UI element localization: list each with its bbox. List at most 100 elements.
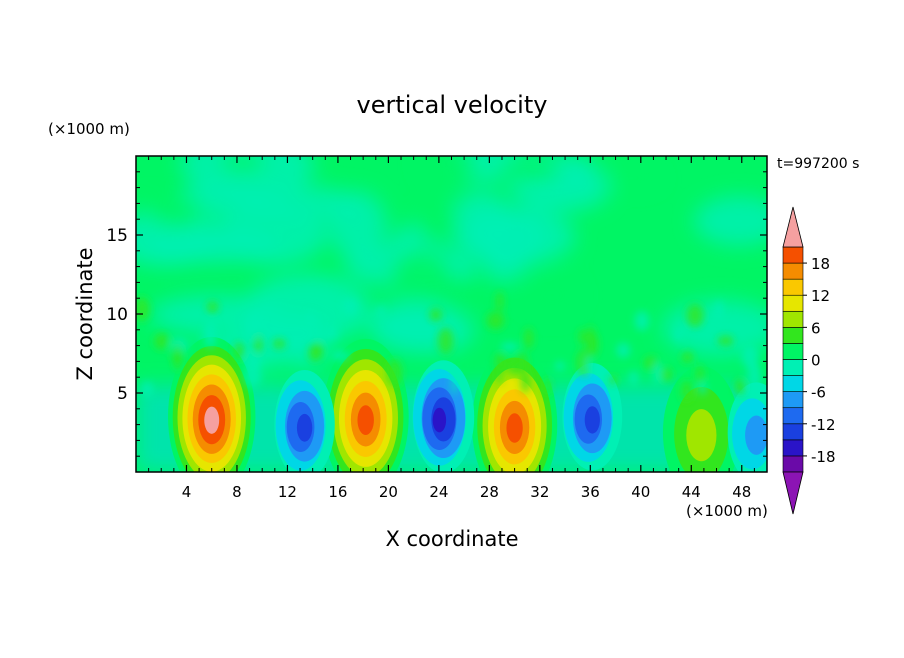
texture-spot (578, 329, 587, 345)
texture-spot (204, 321, 217, 348)
x-tick-label: 28 (480, 483, 499, 501)
background-patch (242, 274, 371, 345)
texture-spot (437, 327, 454, 354)
y-tick-label: 5 (117, 384, 128, 404)
background-patch (476, 208, 535, 281)
texture-spot (680, 380, 693, 402)
texture-spot (585, 355, 593, 373)
texture-spot (714, 300, 724, 319)
colorbar-swatch (782, 423, 804, 441)
background-patch (219, 156, 265, 173)
texture-spot (324, 327, 338, 340)
colorbar-tick-label: 6 (811, 319, 821, 337)
texture-spot (313, 341, 323, 360)
y-tick-label: 10 (106, 305, 128, 325)
texture-spot (634, 311, 650, 331)
colorbar-swatch (782, 343, 804, 360)
background-patch (390, 250, 451, 299)
contour-level (432, 407, 447, 433)
colorbar-swatch (782, 375, 804, 392)
texture-spot (496, 291, 504, 312)
texture-spot (652, 361, 663, 385)
colorbar: 18 12 6 0 -6 -12 -18 (782, 206, 836, 515)
x-tick-label: 44 (682, 483, 701, 501)
texture-spot (451, 369, 458, 395)
texture-spot (660, 367, 672, 382)
x-tick-label: 48 (732, 483, 751, 501)
texture-spot (331, 350, 349, 361)
colorbar-swatch (782, 262, 804, 280)
colorbar-under-triangle (782, 471, 804, 515)
x-tick-label: 20 (379, 483, 398, 501)
x-tick-label: 32 (530, 483, 549, 501)
x-tick-label: 16 (328, 483, 347, 501)
texture-spot (524, 327, 534, 349)
x-tick-label: 40 (631, 483, 650, 501)
texture-spot (609, 375, 618, 385)
texture-spot (246, 353, 262, 368)
time-label: t=997200 s (777, 156, 859, 172)
texture-spot (315, 333, 325, 343)
contour-level (686, 409, 717, 462)
downdraft-cell (562, 363, 623, 471)
texture-spot (136, 297, 150, 322)
texture-spot (376, 305, 385, 318)
background-patch (609, 167, 660, 188)
background-patch (694, 196, 767, 246)
contour-level (506, 413, 523, 443)
colorbar-tick-label: 12 (811, 287, 830, 305)
background-patch (372, 306, 476, 355)
contour-level (584, 406, 600, 434)
colorbar-tick-label: -12 (811, 416, 836, 434)
y-tick-label: 15 (106, 226, 128, 246)
texture-spot (628, 370, 639, 386)
colorbar-tick-label: -18 (811, 448, 836, 466)
texture-spot (272, 338, 286, 349)
colorbar-swatch (782, 278, 804, 296)
texture-spot (308, 311, 315, 325)
texture-spot (735, 378, 745, 395)
texture-spot (698, 380, 707, 395)
texture-spot (254, 333, 263, 355)
texture-spot (486, 311, 505, 330)
upper-noise (136, 291, 762, 402)
chart-title: vertical velocity (357, 91, 548, 119)
colorbar-swatch (782, 359, 804, 376)
x-unit-label: (×1000 m) (686, 502, 768, 520)
updraft-cell (168, 336, 256, 472)
contour-level (296, 413, 313, 442)
colorbar-over-triangle (782, 206, 804, 248)
texture-spot (206, 301, 219, 313)
y-unit-label: (×1000 m) (48, 120, 130, 138)
contour-level (357, 405, 374, 436)
texture-spot (246, 315, 263, 339)
background-patch (497, 158, 562, 182)
x-axis-ticks: 4 8 12 16 20 24 28 32 36 40 44 48 (148, 156, 755, 501)
texture-spot (544, 377, 551, 395)
texture-spot (520, 369, 531, 393)
updraft-cell (322, 338, 409, 472)
x-tick-label: 4 (182, 483, 192, 501)
texture-spot (747, 362, 762, 389)
texture-spot (234, 342, 244, 361)
colorbar-swatch (782, 310, 804, 328)
texture-spot (686, 303, 704, 328)
x-axis-label: X coordinate (385, 527, 518, 551)
texture-spot (429, 308, 443, 322)
texture-spot (717, 335, 734, 346)
texture-spot (741, 345, 759, 369)
downdraft-cell (274, 370, 335, 472)
texture-spot (500, 342, 519, 352)
background-patch (215, 204, 328, 265)
updraft-cell (471, 347, 558, 472)
texture-spot (244, 364, 262, 388)
colorbar-swatch (782, 294, 804, 312)
texture-spot (681, 351, 694, 363)
colorbar-swatch (782, 455, 804, 473)
texture-spot (587, 332, 599, 357)
colorbar-tick-label: -6 (811, 384, 826, 402)
texture-spot (506, 362, 523, 375)
contour-level (745, 415, 767, 455)
